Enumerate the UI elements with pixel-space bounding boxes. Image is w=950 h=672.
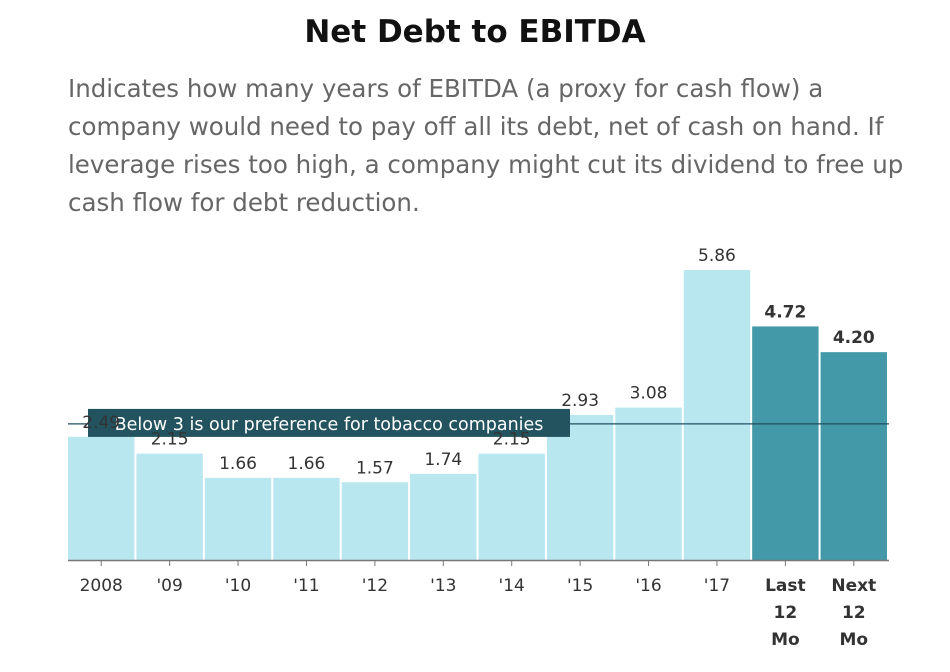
bar (615, 407, 682, 560)
value-label: 1.57 (356, 458, 394, 478)
x-tick-label: '11 (293, 576, 319, 596)
x-tick-label: 2008 (80, 576, 123, 596)
value-label: 4.72 (764, 302, 806, 322)
bar (410, 473, 477, 560)
value-label: 2.15 (493, 430, 531, 450)
bar (273, 477, 340, 560)
value-label: 1.66 (219, 454, 257, 474)
bar (68, 436, 135, 560)
x-tick-label: '17 (704, 576, 730, 596)
x-tick-label: Last 12 Mo (765, 576, 806, 650)
x-tick-label: '16 (635, 576, 661, 596)
bar (204, 477, 272, 560)
value-label-group: 2.49 2.15 1.66 1.66 1.57 1.74 2.15 2.93 3.08 5.86… (82, 246, 875, 478)
bar-group (68, 270, 887, 560)
bar (478, 453, 545, 560)
value-label: 4.20 (833, 328, 875, 348)
x-tick-label: '14 (499, 576, 525, 596)
x-axis: 2008 '09 '10 '11 '12 '13 '14 '15 '16 '17 Last 12 Mo N… (68, 559, 889, 650)
value-label: 2.49 (82, 413, 120, 433)
value-label: 1.66 (288, 454, 326, 474)
bar (683, 270, 751, 560)
x-tick-label: '10 (225, 576, 251, 596)
x-tick-label: '15 (567, 576, 593, 596)
x-tick-label: Next 12 Mo (831, 576, 876, 650)
x-tick-label: '13 (430, 576, 456, 596)
chart-title: Net Debt to EBITDA (304, 14, 646, 50)
chart-subtitle: Indicates how many years of EBITDA (a pr… (68, 74, 904, 217)
value-label: 2.15 (151, 430, 189, 450)
value-label: 5.86 (698, 246, 736, 266)
value-label: 2.93 (561, 391, 599, 411)
bar (341, 482, 409, 560)
bar (820, 352, 887, 560)
value-label: 3.08 (630, 384, 668, 404)
reference-label: Below 3 is our preference for tobacco co… (115, 415, 544, 435)
x-tick-label: '12 (362, 576, 388, 596)
reference-line-group: Below 3 is our preference for tobacco co… (68, 408, 889, 437)
bar (752, 326, 819, 560)
bar (136, 453, 203, 560)
value-label: 1.74 (424, 450, 462, 470)
x-tick-label: '09 (156, 576, 182, 596)
bar (546, 415, 614, 560)
reference-label-box (88, 408, 570, 437)
